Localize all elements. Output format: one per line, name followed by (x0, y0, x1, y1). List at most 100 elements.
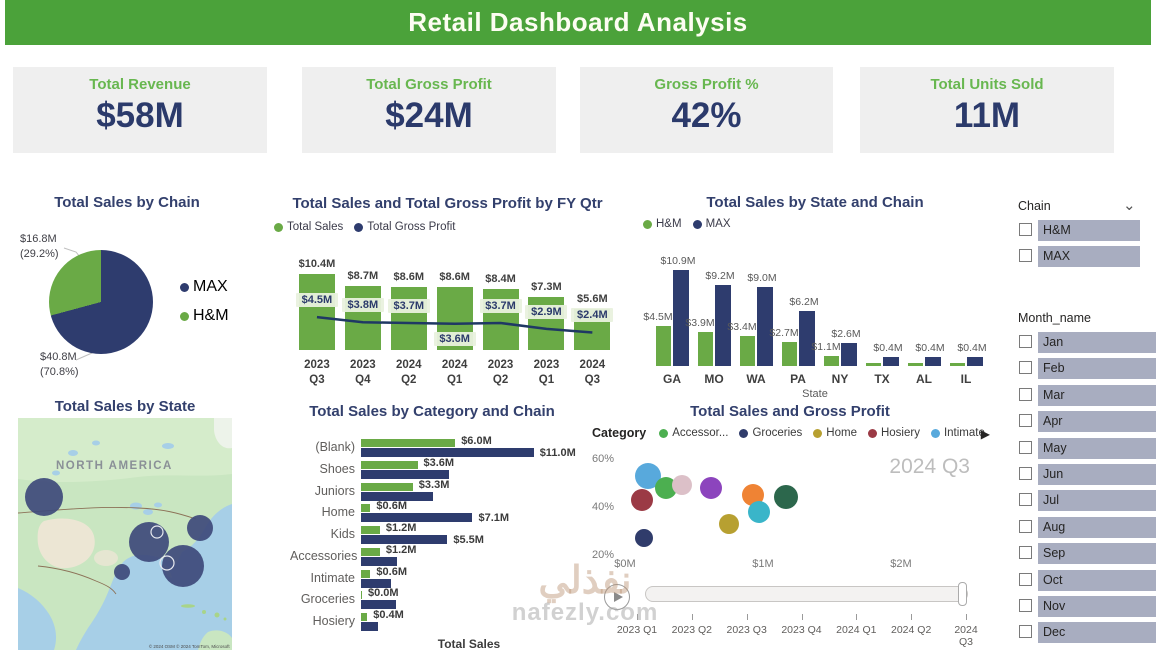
bar-max-juniors[interactable] (361, 491, 434, 501)
month-slicer-item-label[interactable]: Mar (1038, 384, 1156, 406)
bar-hm-AL[interactable] (908, 363, 923, 366)
bar-hm-TX[interactable] (866, 363, 881, 366)
chevron-down-icon[interactable]: ⌄ (1123, 197, 1136, 214)
bar-hm-MO[interactable] (698, 331, 713, 366)
checkbox-sep[interactable] (1019, 546, 1032, 560)
checkbox-max[interactable] (1019, 249, 1032, 262)
bar-total-sales-2023-Q3[interactable] (298, 274, 335, 350)
month-slicer-item-label[interactable]: Feb (1038, 358, 1156, 380)
bar-max-GA[interactable] (673, 270, 689, 366)
month-slicer-item-label[interactable]: Dec (1038, 622, 1156, 644)
bar-max-kids[interactable] (361, 535, 448, 544)
month-slicer-item-label[interactable]: Apr (1038, 411, 1156, 433)
month-slicer-item-sep[interactable]: Sep (1019, 543, 1156, 565)
bar-max-home[interactable] (361, 513, 473, 523)
legend-dot (930, 428, 940, 438)
checkbox-may[interactable] (1019, 440, 1032, 454)
month-slicer-item-jan[interactable]: Jan (1019, 332, 1156, 353)
checkbox-h-m[interactable] (1019, 223, 1032, 236)
pie[interactable] (49, 250, 153, 354)
play-tick (856, 614, 858, 620)
month-slicer-item-jul[interactable]: Jul (1019, 490, 1156, 512)
checkbox-mar[interactable] (1019, 387, 1032, 401)
scatter-point-groceries[interactable] (635, 529, 654, 548)
checkbox-aug[interactable] (1019, 519, 1032, 533)
map-bubble-GA[interactable] (162, 545, 204, 587)
bar-hm--blank-[interactable] (361, 439, 456, 447)
scatter-point-series-2[interactable] (671, 475, 692, 496)
chain-slicer-item-label[interactable]: H&M (1038, 220, 1140, 241)
map-canvas[interactable]: NORTH AMERICA © 2024 OSM © 2024 TomTom, … (18, 418, 232, 650)
checkbox-feb[interactable] (1019, 361, 1032, 375)
month-slicer-item-apr[interactable]: Apr (1019, 411, 1156, 433)
play-axis-slider[interactable] (645, 586, 968, 602)
chain-slicer-item-max[interactable]: MAX (1019, 246, 1140, 267)
month-slicer-item-label[interactable]: May (1038, 437, 1156, 459)
checkbox-apr[interactable] (1019, 414, 1032, 428)
month-slicer-item-label[interactable]: Oct (1038, 569, 1156, 591)
month-slicer-item-label[interactable]: Jun (1038, 463, 1156, 485)
bar-hm-hosiery[interactable] (361, 613, 368, 621)
play-button[interactable] (604, 584, 630, 610)
scatter-point-series-8[interactable] (747, 500, 770, 523)
bar-hm-juniors[interactable] (361, 482, 413, 491)
map-bubble-NY[interactable] (187, 515, 213, 541)
bar-max-NY[interactable] (841, 343, 857, 366)
chart-title: Total Sales by Category and Chain (309, 403, 555, 420)
bar-hm-groceries[interactable] (361, 591, 362, 600)
map-bubble-MO[interactable] (129, 522, 169, 562)
bar-max-AL[interactable] (925, 357, 941, 366)
play-axis-slider-thumb[interactable] (958, 582, 967, 606)
bar-hm-kids[interactable] (361, 526, 380, 534)
scatter-point-series-7[interactable] (742, 484, 765, 506)
bar-max-hosiery[interactable] (361, 622, 379, 631)
bar-max-MO[interactable] (715, 285, 731, 366)
bar-max-TX[interactable] (883, 357, 899, 366)
bar-hm-WA[interactable] (740, 336, 755, 366)
bar-hm-IL[interactable] (950, 363, 965, 366)
bar-max-PA[interactable] (799, 311, 815, 366)
scatter-point-hosiery[interactable] (630, 488, 653, 511)
checkbox-dec[interactable] (1019, 625, 1032, 639)
month-slicer-item-label[interactable]: Nov (1038, 595, 1156, 617)
month-slicer-item-oct[interactable]: Oct (1019, 569, 1156, 591)
chain-slicer-item-label[interactable]: MAX (1038, 246, 1140, 267)
month-slicer-item-dec[interactable]: Dec (1019, 622, 1156, 644)
month-slicer-item-mar[interactable]: Mar (1019, 384, 1156, 406)
bar-max-WA[interactable] (757, 286, 773, 366)
scatter-point-home[interactable] (718, 513, 739, 534)
bar-hm-PA[interactable] (782, 342, 797, 366)
bar-max--blank-[interactable] (361, 448, 534, 457)
bar-hm-accessories[interactable] (361, 547, 380, 556)
checkbox-jul[interactable] (1019, 493, 1032, 507)
month-slicer-item-nov[interactable]: Nov (1019, 595, 1156, 617)
bar-max-shoes[interactable] (361, 469, 449, 479)
scatter-point-series-3[interactable] (699, 476, 722, 499)
month-slicer-item-feb[interactable]: Feb (1019, 358, 1156, 380)
scatter-point-series-9[interactable] (774, 485, 799, 510)
checkbox-nov[interactable] (1019, 598, 1032, 612)
month-slicer-item-label[interactable]: Aug (1038, 516, 1156, 538)
map-bubble-TX[interactable] (114, 564, 130, 580)
month-slicer-item-label[interactable]: Jan (1038, 332, 1156, 353)
bar-max-IL[interactable] (967, 357, 983, 366)
bar-hm-shoes[interactable] (361, 460, 418, 469)
month-slicer-item-jun[interactable]: Jun (1019, 463, 1156, 485)
month-slicer-item-label[interactable]: Jul (1038, 490, 1156, 512)
bar-max-intimate[interactable] (361, 578, 391, 588)
checkbox-jan[interactable] (1019, 335, 1032, 348)
bar-max-accessories[interactable] (361, 556, 398, 566)
bar-hm-GA[interactable] (656, 326, 671, 366)
month-slicer-item-may[interactable]: May (1019, 437, 1156, 459)
month-slicer-item-label[interactable]: Sep (1038, 543, 1156, 565)
map-bubble-WA[interactable] (25, 478, 63, 516)
legend-more-icon[interactable]: ▶ (980, 427, 990, 441)
bar-hm-home[interactable] (361, 504, 371, 513)
checkbox-oct[interactable] (1019, 572, 1032, 586)
checkbox-jun[interactable] (1019, 466, 1032, 480)
bar-hm-NY[interactable] (824, 356, 839, 366)
bar-hm-intimate[interactable] (361, 569, 371, 578)
bar-max-groceries[interactable] (361, 600, 396, 610)
chain-slicer-item-h-m[interactable]: H&M (1019, 220, 1140, 241)
month-slicer-item-aug[interactable]: Aug (1019, 516, 1156, 538)
